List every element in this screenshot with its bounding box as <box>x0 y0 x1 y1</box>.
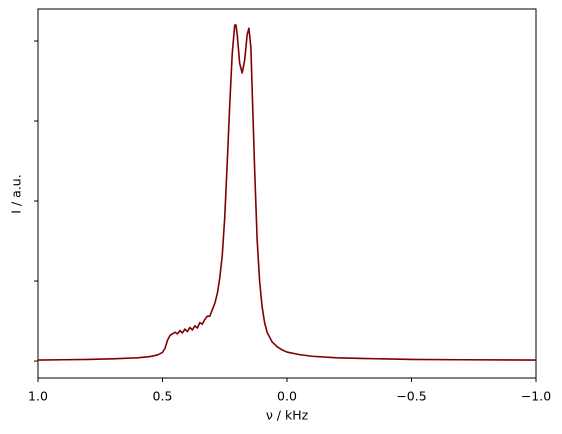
x-tick-label: 0.0 <box>277 389 297 404</box>
x-tick-label: −1.0 <box>521 389 551 404</box>
x-axis-label: ν / kHz <box>266 408 309 423</box>
spectrum-line <box>37 24 537 361</box>
x-tick-label: 1.0 <box>28 389 48 404</box>
x-tick-label: −0.5 <box>396 389 426 404</box>
axes-frame <box>37 8 537 379</box>
x-tick-label: 0.5 <box>153 389 173 404</box>
y-axis-label: I / a.u. <box>9 174 24 213</box>
